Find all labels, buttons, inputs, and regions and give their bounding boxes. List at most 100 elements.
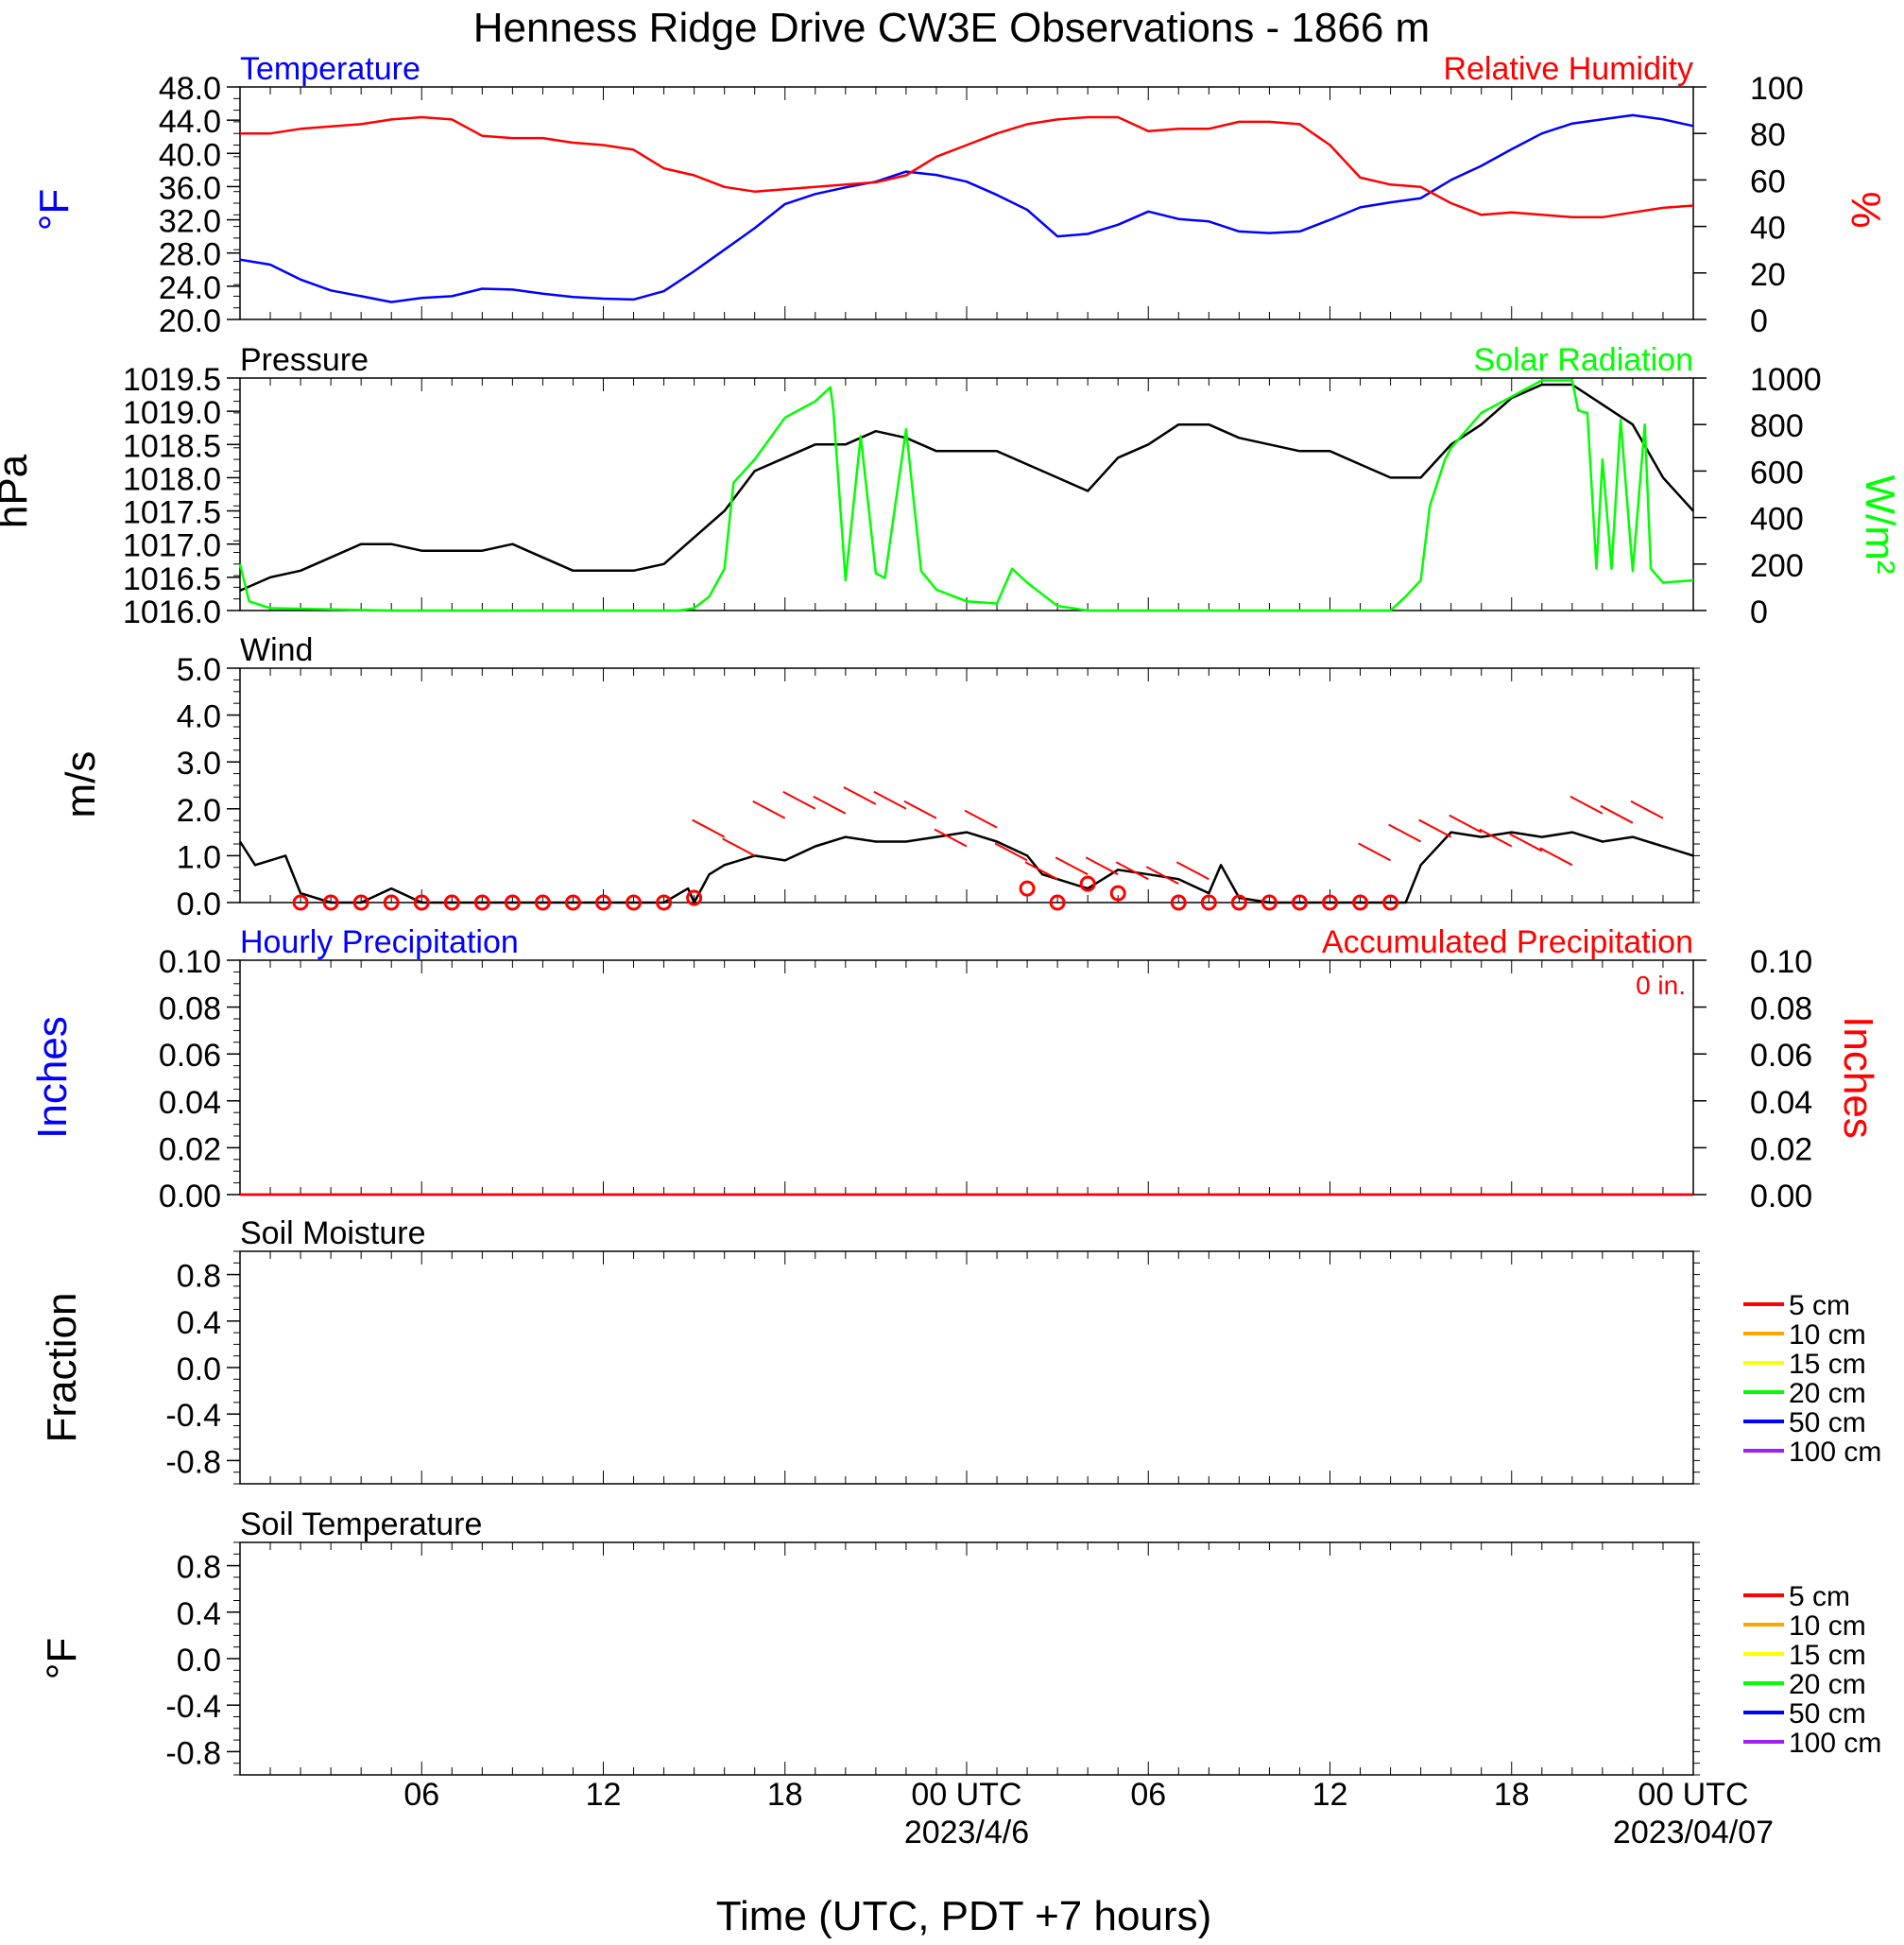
panel-right-title: Accumulated Precipitation [1322,924,1693,960]
y-tick-label-left: 1019.5 [123,362,221,398]
y-tick-label-left: 0.8 [177,1550,221,1586]
y-tick-label-right: 0.00 [1750,1179,1812,1214]
calm-marker [1291,894,1308,911]
y-tick-label-left: 1016.5 [123,561,221,597]
panel-left-title: Pressure [240,342,369,378]
series-relative-humidity [240,115,1694,219]
x-tick-label: 06 [1130,1777,1166,1813]
series-solar-radiation [238,379,1694,612]
calm-marker [473,894,490,911]
legend-label: 10 cm [1789,1610,1866,1642]
y-tick-label-right: 0 [1750,303,1768,339]
y-tick-label-right: 800 [1750,408,1804,444]
panel-left-title: Temperature [240,51,420,87]
calm-marker [534,894,551,911]
calm-marker [1170,894,1187,911]
legend-label: 15 cm [1789,1349,1866,1380]
y-tick-label-left: 0.8 [177,1259,221,1295]
y-tick-label-left: -0.4 [165,1689,221,1725]
panel-left-title: Soil Temperature [240,1506,482,1542]
legend-label: 15 cm [1789,1640,1866,1671]
wind-barb [722,837,756,857]
wind-barb [1630,800,1664,819]
wind-barb [782,790,816,810]
calm-marker [1049,894,1066,911]
calm-marker [1200,894,1217,911]
wind-barb [1085,856,1119,876]
legend-label: 5 cm [1789,1581,1850,1612]
wind-barb [994,842,1028,862]
y-tick-label-right: 80 [1750,117,1786,153]
panel-right-title: Relative Humidity [1443,51,1693,87]
x-tick-label: 06 [403,1777,439,1813]
y-axis-label-right: % [1843,191,1889,228]
y-tick-label-left: 0.02 [159,1131,221,1167]
y-tick-label-right: 0 [1750,594,1768,630]
y-tick-label-left: 20.0 [159,303,221,339]
y-axis-label-left: Inches [29,1016,76,1139]
x-tick-label: 12 [1312,1777,1348,1813]
y-tick-label-right: 0.10 [1750,944,1812,980]
legend-label: 50 cm [1789,1698,1866,1730]
y-tick-label-left: 1017.5 [123,495,221,531]
wind-barb [903,800,937,819]
y-axis-label-left: hPa [0,454,36,528]
y-tick-label-right: 0.08 [1750,991,1812,1027]
y-tick-label-right: 60 [1750,164,1786,199]
y-tick-label-left: -0.8 [165,1444,221,1480]
series-pressure [239,383,1694,593]
wind-barb [1388,823,1422,843]
calm-marker [564,894,581,911]
x-tick-date-label: 2023/4/6 [904,1815,1029,1850]
calm-marker [1230,894,1247,911]
calm-marker [595,894,611,911]
x-axis-label: Time (UTC, PDT +7 hours) [716,1893,1211,1939]
y-tick-label-right: 100 [1750,71,1804,107]
wind-barb [873,790,907,810]
wind-barb [1055,856,1089,876]
calm-marker [443,894,460,911]
y-tick-label-left: 1017.0 [123,528,221,564]
y-tick-label-left: 0.0 [177,886,221,922]
y-tick-label-left: 0.4 [177,1596,221,1632]
y-axis-label-right: Inches [1835,1016,1881,1139]
y-tick-label-right: 20 [1750,257,1786,293]
legend-label: 50 cm [1789,1407,1866,1438]
chart-title: Henness Ridge Drive CW3E Observations - … [473,5,1430,51]
legend-label: 10 cm [1789,1319,1866,1351]
wind-barb [843,785,877,805]
wind-barb [813,795,847,815]
wind-barb [1115,861,1149,881]
y-tick-label-left: 40.0 [159,137,221,173]
y-tick-label-left: 1016.0 [123,594,221,630]
y-tick-label-left: 0.4 [177,1305,221,1341]
y-tick-label-left: 1.0 [177,839,221,875]
plot-frame [239,1541,1694,1776]
panel-left-title: Wind [240,632,313,668]
y-axis-label-left: m/s [58,751,104,818]
wind-barb [1600,804,1634,824]
x-tick-date-label: 2023/04/07 [1613,1815,1774,1850]
plot-frame [239,1250,1694,1485]
y-tick-label-left: -0.8 [165,1735,221,1771]
y-tick-label-left: 48.0 [159,71,221,107]
calm-marker [352,894,369,911]
y-tick-label-left: 32.0 [159,204,221,240]
calm-marker [292,894,309,911]
y-tick-label-right: 0.02 [1750,1131,1812,1167]
calm-marker [1322,894,1338,911]
calm-marker [656,894,673,911]
y-tick-label-right: 0.04 [1750,1085,1812,1121]
wind-barb [1570,795,1604,815]
wind-barb [934,828,968,848]
y-axis-label-right: W/m² [1857,474,1903,574]
y-tick-label-left: 28.0 [159,237,221,273]
wind-barb [1024,861,1058,881]
panel-left-title: Hourly Precipitation [240,924,519,960]
y-tick-label-left: 0.08 [159,991,221,1027]
legend-label: 5 cm [1789,1290,1850,1321]
panels: 48.044.040.036.032.028.024.020.0 100 80 60 4… [0,51,1903,1776]
wind-barb [1358,842,1392,862]
